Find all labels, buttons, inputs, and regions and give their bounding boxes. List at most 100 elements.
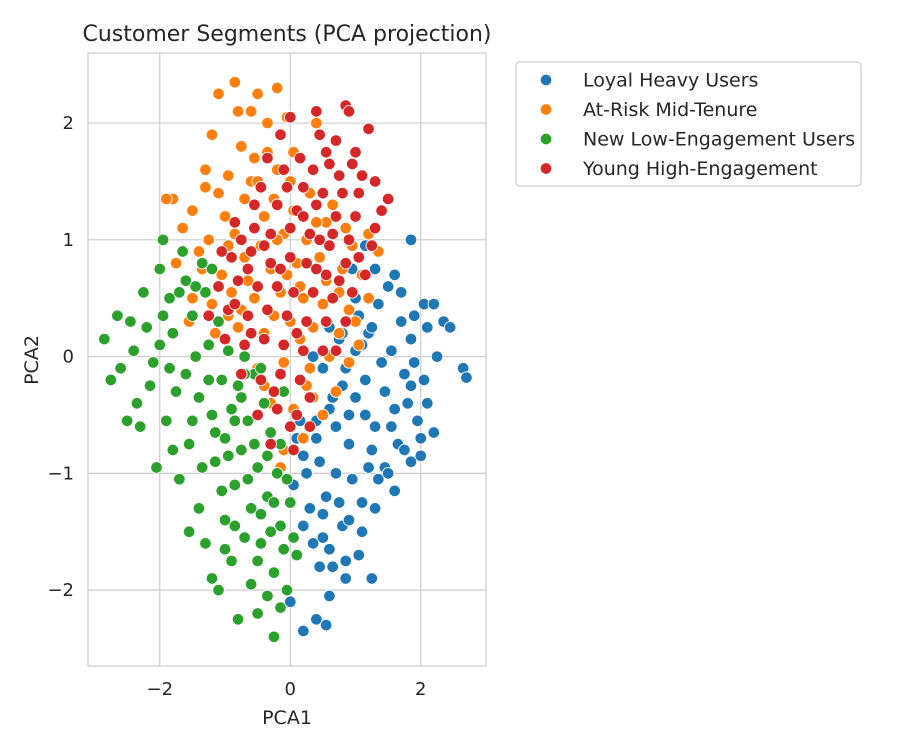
data-point <box>398 367 411 381</box>
data-point <box>297 432 310 445</box>
data-point <box>264 437 277 451</box>
data-point <box>208 455 222 468</box>
data-point <box>160 192 173 206</box>
data-point <box>316 531 330 544</box>
data-point <box>261 151 274 165</box>
data-point <box>378 385 392 398</box>
data-point <box>342 233 356 247</box>
legend-label: At-Risk Mid-Tenure <box>583 99 757 121</box>
data-point <box>257 332 271 346</box>
data-point <box>195 256 209 270</box>
data-point <box>192 245 206 258</box>
legend: Loyal Heavy Users At-Risk Mid-Tenure New L… <box>515 61 862 187</box>
data-point <box>297 449 310 463</box>
data-point <box>277 163 290 177</box>
data-point <box>381 467 395 480</box>
data-point <box>313 251 326 264</box>
data-point <box>130 397 144 410</box>
data-point <box>313 233 326 247</box>
data-point <box>359 268 372 282</box>
data-point <box>186 414 199 428</box>
data-point <box>186 309 199 322</box>
data-point <box>310 432 323 445</box>
data-point <box>225 251 238 264</box>
data-point <box>176 221 189 235</box>
data-point <box>156 233 170 247</box>
data-point <box>368 502 382 515</box>
data-point <box>212 280 225 293</box>
data-point <box>248 151 261 165</box>
data-point <box>186 204 199 217</box>
data-point <box>284 595 297 609</box>
data-point <box>297 181 310 194</box>
data-point <box>228 519 242 533</box>
data-point <box>394 315 408 328</box>
data-point <box>244 245 258 258</box>
data-point <box>202 373 215 387</box>
data-point <box>303 362 317 375</box>
data-point <box>368 420 382 433</box>
data-point <box>290 548 304 562</box>
data-point <box>388 484 401 498</box>
data-point <box>349 210 362 223</box>
data-point <box>222 169 235 182</box>
data-point <box>362 291 375 305</box>
data-point <box>264 426 277 439</box>
data-point <box>319 315 333 328</box>
chart-title: Customer Segments (PCA projection) <box>82 22 491 47</box>
data-point <box>316 408 330 422</box>
data-point <box>274 601 287 614</box>
data-point <box>359 408 372 422</box>
data-point <box>133 420 147 433</box>
data-point <box>277 542 290 556</box>
data-point <box>248 437 261 451</box>
data-point <box>228 478 242 492</box>
data-point <box>345 472 359 486</box>
y-tick-labels: −2 −1 0 1 2 <box>47 113 74 601</box>
data-point <box>140 321 153 334</box>
data-point <box>326 291 339 305</box>
data-point <box>225 554 238 568</box>
scatter-points <box>98 75 473 644</box>
data-point <box>372 472 385 486</box>
data-point <box>261 303 274 317</box>
data-point <box>231 379 245 393</box>
data-point <box>316 344 330 357</box>
y-tick-label: −1 <box>47 463 74 484</box>
data-point <box>342 513 356 527</box>
data-point <box>355 496 369 509</box>
data-point <box>212 186 225 200</box>
data-point <box>329 344 343 357</box>
y-tick-label: −2 <box>47 580 74 601</box>
data-point <box>182 437 196 451</box>
data-point <box>257 239 271 252</box>
legend-label: New Low-Engagement Users <box>583 129 855 151</box>
data-point <box>306 350 320 363</box>
data-point <box>173 286 186 299</box>
data-point <box>287 443 300 457</box>
data-point <box>290 408 304 422</box>
data-point <box>228 216 242 229</box>
data-point <box>238 531 251 544</box>
data-point <box>261 589 274 603</box>
data-point <box>248 221 261 235</box>
data-point <box>323 157 336 171</box>
data-point <box>280 181 294 194</box>
data-point <box>257 210 271 223</box>
data-point <box>205 572 219 585</box>
data-point <box>319 618 333 632</box>
data-point <box>404 455 418 468</box>
data-point <box>375 204 388 217</box>
y-axis-label: PCA2 <box>21 335 43 385</box>
data-point <box>235 140 248 153</box>
data-point <box>222 449 235 463</box>
data-point <box>169 256 183 270</box>
data-point <box>169 385 183 398</box>
data-point <box>404 332 418 346</box>
data-point <box>342 408 356 422</box>
data-point <box>251 280 264 293</box>
data-point <box>215 484 229 498</box>
data-point <box>267 385 281 398</box>
data-point <box>254 181 268 194</box>
data-point <box>460 371 473 384</box>
